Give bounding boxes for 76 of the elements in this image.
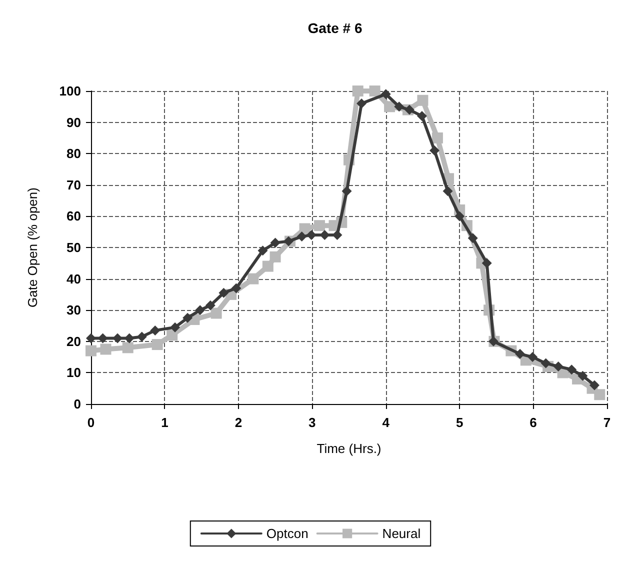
- point: [170, 322, 180, 332]
- x-axis-title: Time (Hrs.): [316, 441, 382, 456]
- y-tick-label: 90: [66, 114, 81, 130]
- point: [258, 246, 268, 256]
- point: [553, 361, 564, 372]
- x-tick-label: 2: [234, 415, 242, 430]
- point: [231, 283, 242, 294]
- y-tick-label: 20: [66, 334, 81, 349]
- point: [320, 230, 330, 240]
- y-tick-label: 50: [66, 240, 81, 255]
- point: [270, 251, 281, 262]
- point: [150, 325, 160, 336]
- legend-label: Neural: [382, 526, 421, 541]
- point: [98, 333, 108, 344]
- y-tick-label: 80: [66, 146, 81, 162]
- point: [384, 101, 396, 112]
- y-tick-label: 40: [66, 271, 81, 286]
- point: [166, 330, 178, 341]
- y-tick-label: 30: [66, 302, 81, 318]
- point: [380, 89, 391, 100]
- point: [442, 186, 453, 196]
- point: [152, 339, 163, 350]
- point: [299, 223, 310, 234]
- point: [454, 211, 465, 222]
- legend-label: Optcon: [266, 526, 308, 541]
- point: [270, 238, 280, 248]
- point: [342, 186, 352, 196]
- y-tick-label: 10: [66, 365, 81, 380]
- point: [314, 220, 326, 232]
- point: [394, 102, 404, 112]
- x-tick-label: 7: [603, 415, 611, 430]
- point: [578, 370, 588, 381]
- point: [432, 132, 443, 144]
- point: [515, 348, 526, 359]
- point: [356, 98, 367, 109]
- point: [122, 342, 134, 354]
- point: [205, 300, 216, 310]
- point: [416, 111, 427, 122]
- point: [594, 389, 606, 400]
- x-tick-label: 4: [382, 415, 390, 430]
- point: [589, 380, 600, 390]
- point: [195, 305, 206, 316]
- x-tick-label: 6: [530, 415, 537, 430]
- point: [417, 94, 428, 106]
- point: [262, 260, 274, 272]
- point: [540, 358, 551, 368]
- point: [112, 333, 123, 344]
- point: [528, 352, 538, 362]
- point: [86, 345, 96, 356]
- y-tick-label: 70: [66, 177, 81, 192]
- x-tick-label: 3: [308, 415, 316, 430]
- point: [306, 230, 316, 240]
- point: [296, 232, 307, 242]
- x-tick-label: 0: [87, 415, 95, 430]
- point: [136, 332, 147, 342]
- point: [86, 333, 96, 344]
- y-tick-label: 60: [66, 208, 81, 224]
- point: [352, 86, 364, 96]
- point: [248, 273, 259, 284]
- point: [430, 145, 440, 156]
- point: [482, 258, 492, 268]
- point: [468, 233, 478, 244]
- point: [182, 312, 193, 323]
- x-tick-label: 1: [161, 415, 168, 430]
- y-tick-label: 0: [74, 396, 81, 412]
- point: [369, 86, 380, 96]
- x-tick-label: 5: [456, 415, 464, 430]
- point: [218, 288, 229, 298]
- y-tick-label: 100: [59, 84, 81, 98]
- point: [100, 344, 112, 355]
- point: [332, 230, 342, 240]
- y-axis-title: Gate Open (% open): [25, 188, 40, 308]
- chart-title: Gate # 6: [308, 20, 362, 36]
- point: [566, 364, 577, 375]
- point: [210, 308, 222, 319]
- point: [124, 333, 134, 344]
